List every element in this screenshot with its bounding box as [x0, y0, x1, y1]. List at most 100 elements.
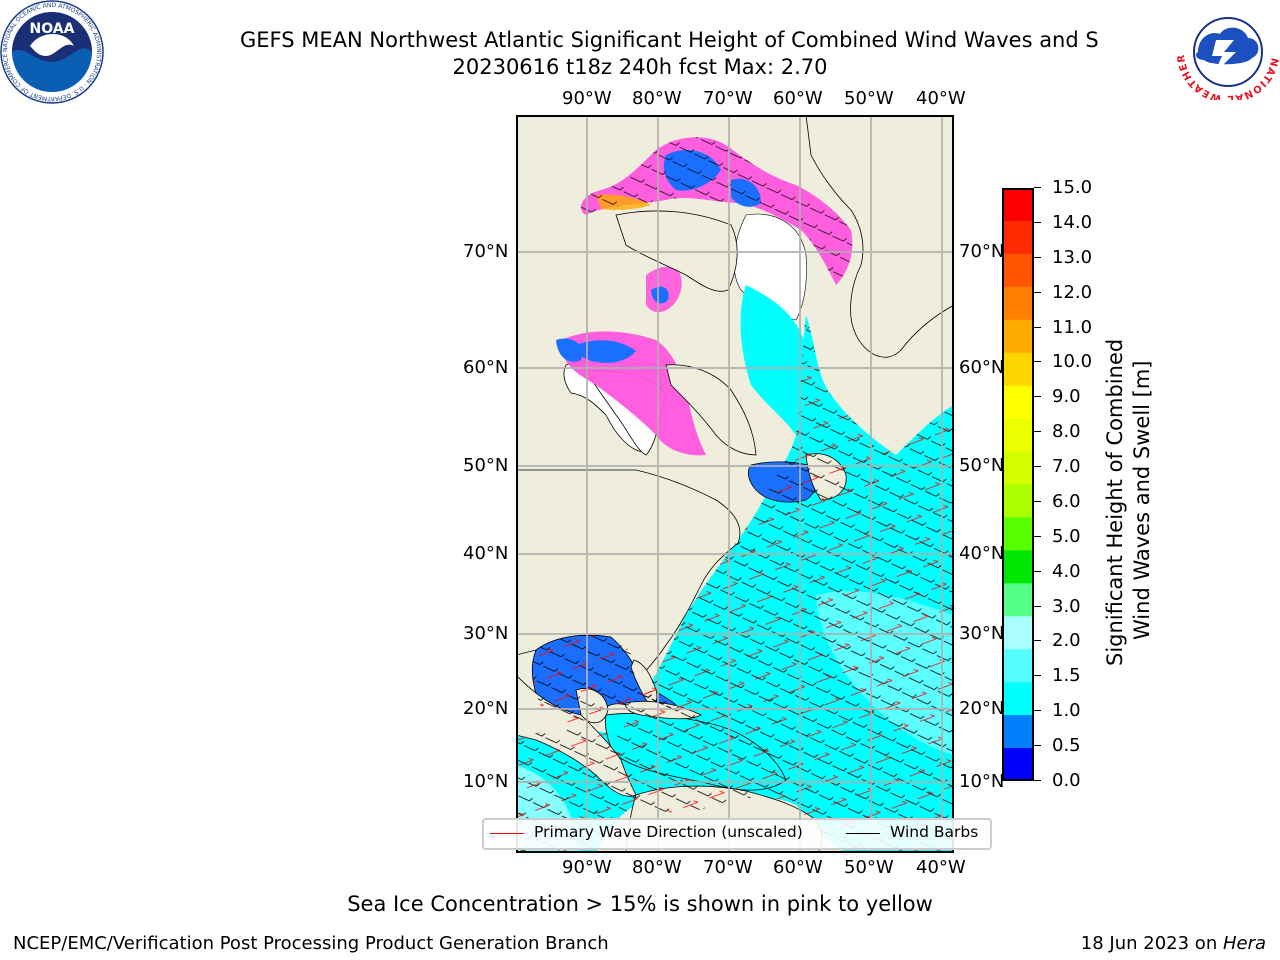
colorbar-swatch — [1002, 188, 1034, 222]
lat-tick-left-50n: 50°N — [463, 455, 509, 476]
colorbar-swatch — [1002, 385, 1034, 420]
lat-tick-right-70n: 70°N — [959, 241, 1005, 262]
lat-tick-left-30n: 30°N — [463, 623, 509, 644]
primary-wave-legend-label: Primary Wave Direction (unscaled) — [534, 823, 803, 841]
sea-ice-caption: Sea Ice Concentration > 15% is shown in … — [347, 892, 933, 916]
colorbar-swatch — [1002, 352, 1034, 387]
greenland — [805, 115, 954, 358]
colorbar-swatch — [1002, 682, 1034, 716]
colorbar-tick-label: 1.5 — [1052, 665, 1081, 687]
nws-logo: NATIONAL WEATHER SERVICE — [1176, 0, 1279, 100]
colorbar-tick-mark — [1034, 256, 1041, 258]
wave-direction-atlantic — [516, 315, 954, 853]
sea-ice-hudson — [561, 331, 706, 456]
colorbar-tick-label: 2.0 — [1052, 630, 1081, 652]
lon-tick-bottom-40w: 40°W — [916, 857, 966, 878]
colorbar-swatch — [1002, 616, 1034, 650]
colorbar-tick-mark — [1034, 187, 1041, 188]
colorbar-tick-mark — [1034, 361, 1041, 363]
colorbar-swatch — [1002, 319, 1034, 354]
colorbar — [1002, 188, 1034, 781]
colorbar-tick-mark — [1034, 291, 1041, 293]
lon-tick-bottom-60w: 60°W — [773, 857, 823, 878]
map-legend: Primary Wave Direction (unscaled) Wind B… — [482, 818, 992, 850]
colorbar-tick-label: 12.0 — [1052, 281, 1093, 303]
lat-tick-left-60n: 60°N — [463, 357, 509, 378]
colorbar-tick-mark — [1034, 780, 1041, 781]
lon-tick-top-70w: 70°W — [703, 88, 753, 109]
colorbar-tick-label: 8.0 — [1052, 421, 1081, 443]
colorbar-tick-label: 0.0 — [1052, 770, 1081, 791]
lat-tick-right-20n: 20°N — [959, 698, 1005, 719]
primary-wave-legend-line — [490, 833, 524, 834]
colorbar-label-line-2: Wind Waves and Swell [m] — [1130, 360, 1154, 640]
lat-tick-right-10n: 10°N — [959, 771, 1005, 792]
colorbar-tick-label: 14.0 — [1052, 211, 1093, 233]
lat-tick-right-30n: 30°N — [959, 623, 1005, 644]
lon-tick-top-50w: 50°W — [844, 88, 894, 109]
footer-branch: NCEP/EMC/Verification Post Processing Pr… — [13, 933, 609, 954]
colorbar-swatch — [1002, 484, 1034, 518]
lon-tick-bottom-90w: 90°W — [562, 857, 612, 878]
colorbar-tick-mark — [1034, 710, 1041, 712]
footer-host: Hera — [1222, 933, 1266, 954]
colorbar-tick-mark — [1034, 466, 1041, 468]
colorbar-swatch — [1002, 418, 1034, 453]
lat-tick-left-70n: 70°N — [463, 241, 509, 262]
colorbar-tick-label: 0.5 — [1052, 735, 1081, 757]
colorbar-tick-mark — [1034, 640, 1041, 642]
colorbar-swatch — [1002, 253, 1034, 288]
footer-date: 18 Jun 2023 on Hera — [1081, 933, 1266, 954]
lat-tick-left-40n: 40°N — [463, 543, 509, 564]
colorbar-swatch — [1002, 649, 1034, 683]
colorbar-tick-mark — [1034, 500, 1041, 502]
colorbar-tick-label: 4.0 — [1052, 560, 1081, 582]
lat-tick-right-40n: 40°N — [959, 543, 1005, 564]
colorbar-tick-label: 11.0 — [1052, 316, 1093, 338]
colorbar-swatch — [1002, 748, 1034, 781]
lon-tick-top-80w: 80°W — [632, 88, 682, 109]
colorbar-tick-label: 15.0 — [1052, 177, 1093, 198]
colorbar-tick-mark — [1034, 745, 1041, 747]
colorbar-tick-label: 6.0 — [1052, 490, 1081, 512]
lon-tick-bottom-70w: 70°W — [703, 857, 753, 878]
lat-tick-right-60n: 60°N — [959, 357, 1005, 378]
colorbar-tick-mark — [1034, 326, 1041, 328]
footer-date-text: 18 Jun 2023 on — [1080, 933, 1223, 954]
colorbar-tick-mark — [1034, 431, 1041, 433]
lon-tick-bottom-80w: 80°W — [632, 857, 682, 878]
colorbar-tick-mark — [1034, 396, 1041, 398]
colorbar-tick-label: 3.0 — [1052, 595, 1081, 617]
colorbar-tick-mark — [1034, 570, 1041, 572]
title-line-1: GEFS MEAN Northwest Atlantic Significant… — [240, 28, 1099, 52]
colorbar-swatch — [1002, 286, 1034, 321]
noaa-logo: NATIONAL OCEANIC AND ATMOSPHERIC ADMINIS… — [0, 0, 104, 104]
colorbar-swatch — [1002, 583, 1034, 617]
map-gridlines — [516, 115, 954, 853]
noaa-text: NOAA — [30, 21, 75, 37]
colorbar-tick-label: 9.0 — [1052, 386, 1081, 408]
lat-tick-left-20n: 20°N — [463, 698, 509, 719]
colorbar-label-line-1: Significant Height of Combined — [1103, 338, 1127, 666]
lon-tick-bottom-50w: 50°W — [844, 857, 894, 878]
wind-barbs-legend-label: Wind Barbs — [890, 823, 979, 841]
labrador — [665, 364, 757, 456]
colorbar-swatch — [1002, 550, 1034, 584]
lat-tick-left-10n: 10°N — [463, 771, 509, 792]
colorbar-tick-label: 7.0 — [1052, 456, 1081, 478]
colorbar-tick-mark — [1034, 221, 1041, 223]
lon-tick-top-60w: 60°W — [773, 88, 823, 109]
colorbar-swatch — [1002, 220, 1034, 255]
lat-tick-right-50n: 50°N — [959, 455, 1005, 476]
colorbar-tick-mark — [1034, 605, 1041, 607]
wind-barbs-legend-line — [846, 833, 880, 834]
colorbar-swatch — [1002, 517, 1034, 551]
colorbar-tick-mark — [1034, 535, 1041, 537]
colorbar-swatch — [1002, 451, 1034, 485]
lon-tick-top-90w: 90°W — [562, 88, 612, 109]
colorbar-swatch — [1002, 715, 1034, 749]
colorbar-tick-label: 10.0 — [1052, 351, 1093, 373]
colorbar-tick-label: 1.0 — [1052, 700, 1081, 722]
map-panel — [516, 115, 954, 853]
colorbar-tick-label: 5.0 — [1052, 525, 1081, 547]
